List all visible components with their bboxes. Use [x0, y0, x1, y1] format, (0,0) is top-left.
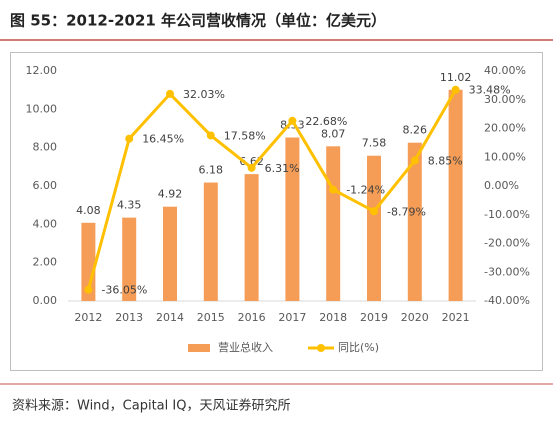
- bar: [326, 146, 341, 301]
- line-value-label: 6.31%: [265, 162, 300, 175]
- line-marker: [206, 131, 215, 140]
- line-value-label: 32.03%: [183, 88, 225, 101]
- x-tick-label: 2014: [156, 311, 184, 324]
- x-tick-label: 2019: [360, 311, 388, 324]
- line-value-label: -8.79%: [387, 205, 426, 218]
- y-tick-label: 0.00: [33, 294, 58, 307]
- y2-tick-label: -30.00%: [484, 265, 530, 278]
- line-value-label: 22.68%: [305, 115, 347, 128]
- line-marker: [288, 116, 297, 125]
- y2-tick-label: 0.00%: [484, 179, 519, 192]
- line-marker: [329, 185, 338, 194]
- legend-swatch: [188, 344, 210, 352]
- x-tick-label: 2021: [442, 311, 470, 324]
- y2-tick-label: -10.00%: [484, 208, 530, 221]
- bar: [448, 89, 463, 302]
- line-value-label: 17.58%: [224, 129, 266, 142]
- bar: [285, 137, 300, 301]
- bar-value-label: 4.08: [76, 204, 101, 217]
- x-tick-label: 2018: [319, 311, 347, 324]
- x-tick-label: 2017: [278, 311, 306, 324]
- y-tick-label: 2.00: [33, 256, 58, 269]
- line-value-label: 8.85%: [428, 155, 463, 168]
- bar-value-label: 8.26: [403, 124, 428, 137]
- legend-label: 同比(%): [338, 341, 379, 354]
- line-value-label: -1.24%: [346, 184, 385, 197]
- line-value-label: 16.45%: [142, 133, 184, 146]
- line-marker: [84, 285, 93, 294]
- bar: [407, 142, 422, 301]
- x-tick-label: 2013: [115, 311, 143, 324]
- y-tick-label: 8.00: [33, 141, 58, 154]
- y2-tick-label: 40.00%: [484, 64, 526, 77]
- x-tick-label: 2015: [197, 311, 225, 324]
- x-tick-label: 2020: [401, 311, 429, 324]
- bar-value-label: 8.07: [321, 127, 346, 140]
- line-value-label: -36.05%: [101, 284, 147, 297]
- y2-tick-label: 10.00%: [484, 150, 526, 163]
- y-tick-label: 6.00: [33, 179, 58, 192]
- line-marker: [166, 89, 174, 98]
- bar: [367, 155, 381, 301]
- line-value-label: 33.48%: [469, 84, 511, 97]
- bar-value-label: 7.58: [362, 137, 387, 150]
- line-marker: [451, 85, 460, 94]
- y2-tick-label: 20.00%: [484, 122, 526, 135]
- y-tick-label: 4.00: [33, 217, 58, 230]
- legend-swatch-marker: [317, 344, 325, 352]
- legend-label: 营业总收入: [218, 340, 273, 354]
- chart-frame: [10, 52, 543, 371]
- x-tick-label: 2016: [238, 311, 266, 324]
- bar: [203, 182, 218, 301]
- y2-tick-label: -20.00%: [484, 237, 530, 250]
- source: 资料来源：Wind，Capital IQ，天风证券研究所: [12, 398, 290, 414]
- y2-tick-label: -40.00%: [484, 294, 530, 307]
- bar: [244, 174, 259, 301]
- bar-value-label: 6.18: [199, 164, 224, 177]
- bar-value-label: 11.02: [440, 71, 472, 84]
- bar-value-label: 4.35: [117, 199, 142, 212]
- x-tick-label: 2012: [74, 311, 102, 324]
- line-marker: [410, 156, 419, 165]
- line-marker: [370, 207, 378, 216]
- bar-value-label: 4.92: [158, 188, 183, 201]
- y-tick-label: 12.00: [26, 64, 58, 77]
- line-marker: [125, 134, 134, 143]
- chart-title: 图 55：2012-2021 年公司营收情况（单位：亿美元）: [10, 12, 386, 30]
- bar: [163, 206, 177, 301]
- bar: [122, 217, 137, 301]
- line-marker: [247, 163, 256, 172]
- y2-tick-label: 30.00%: [484, 93, 526, 106]
- line: [86, 88, 457, 291]
- y-tick-label: 10.00: [26, 102, 58, 115]
